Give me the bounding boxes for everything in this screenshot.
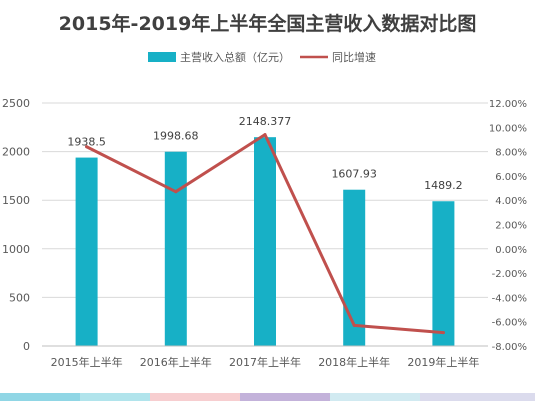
left-tick-label: 0 bbox=[23, 340, 30, 353]
x-tick-label: 2017年上半年 bbox=[229, 355, 301, 369]
growth-point bbox=[263, 133, 267, 137]
left-tick-label: 1500 bbox=[2, 194, 30, 207]
growth-point bbox=[352, 323, 356, 327]
right-tick-label: -6.00% bbox=[492, 318, 527, 329]
bar-data-label: 1607.93 bbox=[331, 168, 377, 181]
stripe-segment bbox=[330, 393, 420, 401]
right-tick-label: 6.00% bbox=[495, 172, 527, 183]
left-tick-label: 500 bbox=[9, 291, 30, 304]
x-tick-label: 2018年上半年 bbox=[318, 355, 390, 369]
right-tick-label: 0.00% bbox=[495, 245, 527, 256]
right-tick-label: -8.00% bbox=[492, 342, 527, 353]
left-tick-label: 2500 bbox=[2, 97, 30, 110]
stripe-segment bbox=[240, 393, 330, 401]
stripe-segment bbox=[150, 393, 240, 401]
stripe-segment bbox=[0, 393, 80, 401]
right-tick-label: 8.00% bbox=[495, 148, 527, 159]
bar bbox=[254, 137, 276, 346]
line-series bbox=[85, 133, 445, 335]
growth-point bbox=[441, 331, 445, 335]
x-tick-label: 2015年上半年 bbox=[51, 355, 123, 369]
legend-label-bar: 主营收入总额（亿元） bbox=[180, 50, 290, 64]
x-tick-label: 2016年上半年 bbox=[140, 355, 212, 369]
stripe-segment bbox=[420, 393, 535, 401]
right-tick-label: 2.00% bbox=[495, 221, 527, 232]
x-axis: 2015年上半年 2016年上半年 2017年上半年 2018年上半年 2019年上半年 bbox=[42, 345, 488, 369]
right-axis: -8.00% -6.00% -4.00% -2.00% 0.00% 2.00% 4.00% 6… bbox=[489, 99, 527, 353]
bar-data-label: 1938.5 bbox=[67, 136, 106, 149]
chart-title: 2015年-2019年上半年全国主营收入数据对比图 bbox=[59, 12, 477, 35]
legend-swatch-bar bbox=[148, 52, 176, 62]
right-tick-label: 10.00% bbox=[489, 123, 527, 134]
bar bbox=[75, 157, 98, 346]
left-tick-label: 2000 bbox=[2, 146, 30, 159]
bar bbox=[164, 151, 187, 346]
right-tick-label: 12.00% bbox=[489, 99, 527, 110]
bar bbox=[432, 201, 455, 346]
bottom-stripe bbox=[0, 393, 535, 401]
legend-label-line: 同比增速 bbox=[332, 50, 376, 64]
growth-point bbox=[174, 190, 178, 194]
x-tick-label: 2019年上半年 bbox=[407, 355, 479, 369]
growth-point bbox=[85, 145, 89, 149]
bar bbox=[343, 189, 366, 346]
bar-data-label: 1998.68 bbox=[153, 130, 199, 143]
right-tick-label: -4.00% bbox=[492, 293, 527, 304]
right-tick-label: 4.00% bbox=[495, 196, 527, 207]
bar-data-label: 2148.377 bbox=[239, 115, 292, 128]
legend: 主营收入总额（亿元） 同比增速 bbox=[148, 50, 376, 64]
stripe-segment bbox=[80, 393, 150, 401]
bar-data-label: 1489.2 bbox=[424, 179, 463, 192]
right-tick-label: -2.00% bbox=[492, 269, 527, 280]
left-axis: 0 500 1000 1500 2000 2500 bbox=[2, 97, 30, 353]
bars bbox=[75, 137, 455, 346]
bar-labels: 1938.5 1998.68 2148.377 1607.93 1489.2 bbox=[67, 115, 462, 192]
left-tick-label: 1000 bbox=[2, 243, 30, 256]
